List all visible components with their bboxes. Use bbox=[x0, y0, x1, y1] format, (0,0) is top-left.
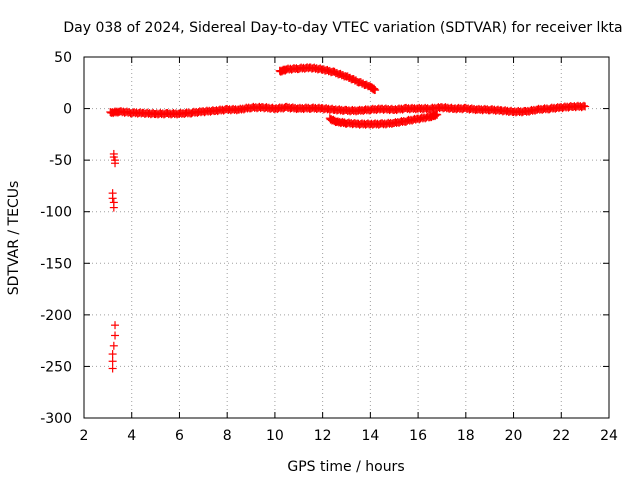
x-tick-label: 10 bbox=[266, 428, 284, 444]
data-point bbox=[108, 194, 117, 203]
x-tick-label: 16 bbox=[409, 428, 427, 444]
y-tick-label: -150 bbox=[40, 256, 72, 272]
x-tick-label: 8 bbox=[223, 428, 232, 444]
x-tick-label: 24 bbox=[600, 428, 618, 444]
x-tick-label: 18 bbox=[457, 428, 475, 444]
data-point bbox=[433, 110, 442, 119]
data-point bbox=[371, 86, 380, 95]
plot-frame bbox=[83, 56, 610, 419]
data-point bbox=[108, 357, 117, 366]
data-point bbox=[108, 364, 117, 373]
data-point bbox=[111, 331, 120, 340]
y-axis-title: SDTVAR / TECUs bbox=[6, 181, 22, 296]
chart-title: Day 038 of 2024, Sidereal Day-to-day VTE… bbox=[63, 20, 622, 36]
series-lower-arc bbox=[325, 110, 442, 129]
y-tick-label: -100 bbox=[40, 205, 72, 221]
x-axis-title: GPS time / hours bbox=[287, 459, 404, 475]
y-tick-label: -300 bbox=[40, 411, 72, 427]
x-tick-label: 2 bbox=[80, 428, 89, 444]
x-tick-label: 12 bbox=[314, 428, 332, 444]
data-point bbox=[108, 350, 117, 359]
data-point bbox=[109, 203, 118, 212]
y-tick-label: -250 bbox=[40, 359, 72, 375]
y-tick-label: 50 bbox=[54, 50, 72, 66]
series-early-drop bbox=[108, 149, 120, 373]
data-point bbox=[111, 321, 120, 330]
y-tick-label: 0 bbox=[63, 102, 72, 118]
data-point bbox=[111, 159, 120, 168]
x-tick-label: 22 bbox=[552, 428, 570, 444]
series-upper-arc bbox=[275, 63, 380, 95]
x-tick-label: 6 bbox=[175, 428, 184, 444]
x-tick-label: 14 bbox=[361, 428, 379, 444]
x-tick-label: 20 bbox=[505, 428, 523, 444]
data-point bbox=[581, 102, 590, 111]
data-marks bbox=[106, 63, 590, 373]
y-tick-label: -200 bbox=[40, 308, 72, 324]
axes: 2 4 6 8 10 12 14 16 18 20 22 24500-50-100-150-200-2… bbox=[40, 50, 618, 444]
data-point bbox=[109, 341, 118, 350]
data-point bbox=[579, 101, 588, 110]
series-main-track bbox=[106, 101, 590, 119]
y-tick-label: -50 bbox=[49, 153, 72, 169]
x-tick-label: 4 bbox=[127, 428, 136, 444]
